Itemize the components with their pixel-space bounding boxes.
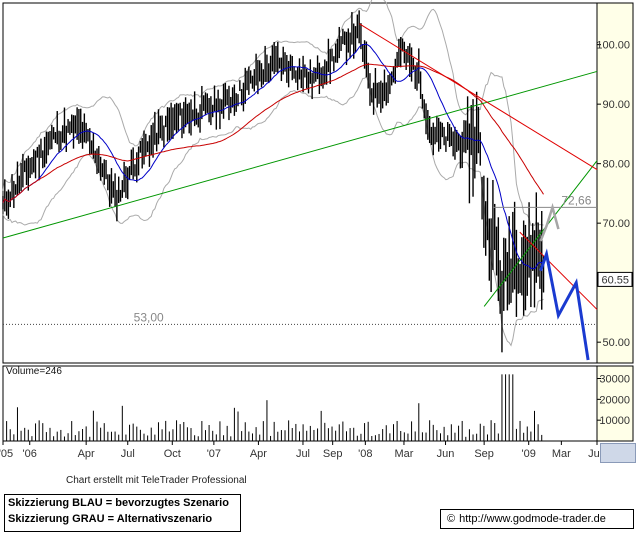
annotation-label: 53,00: [134, 310, 164, 324]
x-tick-label: '09: [522, 448, 536, 460]
x-tick-label: Apr: [250, 448, 267, 460]
x-tick-label: '07: [207, 448, 221, 460]
trendline-green-long: [2, 70, 598, 239]
y-tick-label: 50.00: [602, 337, 630, 349]
volume-tick-label: 30000: [599, 374, 630, 386]
price-axis: [596, 2, 634, 364]
x-tick-label: '08: [358, 448, 372, 460]
x-tick-label: Sep: [323, 448, 343, 460]
ma-red-line: [2, 63, 544, 203]
trendline-green-short: [483, 160, 598, 307]
volume-tick-label: 20000: [599, 394, 630, 406]
copyright-icon: ©: [447, 513, 456, 525]
x-tick-label: Apr: [78, 448, 95, 460]
bollinger-upper: [2, 0, 544, 227]
chart-credit: Chart erstellt mit TeleTrader Profession…: [66, 475, 247, 486]
x-tick-label: Sep: [474, 448, 494, 460]
x-tick-label: Mar: [552, 448, 571, 460]
legend-box: Skizzierung BLAU = bevorzugtes Szenario …: [4, 494, 241, 532]
ma-blue-line: [2, 43, 544, 270]
last-price-box: [597, 271, 633, 287]
x-tick-label: Jun: [437, 448, 455, 460]
x-tick-label: Oct: [164, 448, 181, 460]
legend-grey: Skizzierung GRAU = Alternativszenario: [8, 513, 213, 525]
x-tick-label: Jul: [296, 448, 310, 460]
volume-axis: [596, 365, 634, 442]
x-tick-label: Jul: [121, 448, 135, 460]
price-layer: 53,00 72,66: [2, 0, 598, 361]
legend-blue: Skizzierung BLAU = bevorzugtes Szenario: [8, 497, 229, 509]
y-tick-label: 100.00: [596, 40, 630, 52]
volume-panel: [2, 365, 598, 442]
time-axis: '05 '06 Apr Jul Oct '07 Apr Jul Sep '08 Mar Jun Sep '…: [0, 441, 606, 460]
y-tick-label: 90.00: [602, 99, 630, 111]
scenario-blue: [539, 248, 590, 361]
bollinger-lower: [2, 75, 544, 347]
y-tick-label: 70.00: [602, 218, 630, 230]
chart-settings-button[interactable]: [600, 443, 636, 463]
source-url-box[interactable]: © http://www.godmode-trader.de: [440, 509, 634, 529]
x-tick-label: '05: [0, 448, 13, 460]
scenario-grey: [539, 202, 560, 242]
annotation-label: 72,66: [561, 193, 591, 207]
volume-label: Volume=246: [6, 366, 62, 377]
volume-layer: 10000 20000 30000: [2, 374, 630, 441]
source-url[interactable]: http://www.godmode-trader.de: [459, 513, 606, 525]
trendline-red-long: [359, 23, 598, 171]
y-tick-label: 80.00: [602, 159, 630, 171]
trendline-red-short: [519, 231, 598, 310]
x-tick-label: '06: [23, 448, 37, 460]
last-price-label: 60.55: [601, 274, 629, 286]
volume-tick-label: 10000: [599, 415, 630, 427]
x-tick-label: Mar: [394, 448, 413, 460]
